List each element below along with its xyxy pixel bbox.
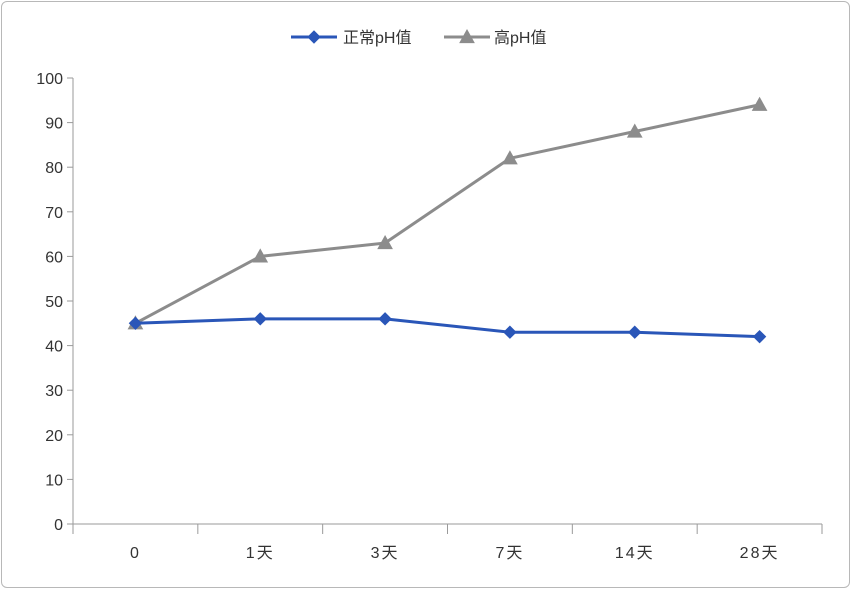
data-point bbox=[252, 248, 269, 263]
data-point bbox=[751, 96, 768, 111]
legend-label: 高pH值 bbox=[494, 29, 546, 47]
series-line bbox=[135, 317, 760, 339]
data-point bbox=[628, 325, 642, 339]
y-tick-label: 90 bbox=[45, 116, 63, 133]
legend-label: 正常pH值 bbox=[343, 29, 411, 47]
y-tick-label: 10 bbox=[45, 472, 63, 489]
data-point bbox=[128, 316, 143, 331]
x-tick-label: 7天 bbox=[495, 545, 524, 562]
x-tick-label: 0 bbox=[130, 545, 141, 562]
y-tick-label: 40 bbox=[45, 339, 63, 356]
x-tick-label: 28天 bbox=[740, 545, 780, 562]
y-tick-label: 100 bbox=[36, 71, 63, 88]
y-tick-label: 30 bbox=[45, 383, 63, 400]
x-tick-label: 1天 bbox=[246, 545, 275, 562]
data-point bbox=[752, 329, 767, 344]
series-1 bbox=[127, 96, 768, 330]
legend-marker bbox=[307, 30, 321, 44]
data-point bbox=[378, 312, 392, 326]
data-point bbox=[503, 325, 517, 339]
legend: 正常pH值 高pH值 bbox=[291, 28, 546, 47]
data-point bbox=[502, 150, 518, 165]
series-layer bbox=[127, 96, 768, 344]
y-tick-label: 60 bbox=[45, 249, 63, 266]
legend-item: 高pH值 bbox=[444, 28, 546, 47]
x-axis: 0 1天 3天 7天 14天 28天 bbox=[72, 523, 823, 562]
x-tick-label: 14天 bbox=[615, 545, 655, 562]
y-axis: 0 10 20 30 40 50 60 70 80 90 100 bbox=[36, 71, 74, 534]
y-tick-label: 80 bbox=[45, 160, 63, 177]
series-0 bbox=[128, 312, 767, 344]
y-tick-label: 70 bbox=[45, 205, 63, 222]
y-tick-label: 20 bbox=[45, 428, 63, 445]
data-point bbox=[377, 234, 393, 250]
x-tick-label: 3天 bbox=[371, 545, 400, 562]
y-tick-label: 0 bbox=[54, 517, 63, 534]
legend-item: 正常pH值 bbox=[291, 29, 411, 47]
data-point bbox=[253, 312, 267, 326]
legend-marker bbox=[459, 28, 475, 44]
data-point bbox=[626, 123, 643, 138]
y-tick-label: 50 bbox=[45, 294, 63, 311]
series-line bbox=[134, 103, 760, 325]
